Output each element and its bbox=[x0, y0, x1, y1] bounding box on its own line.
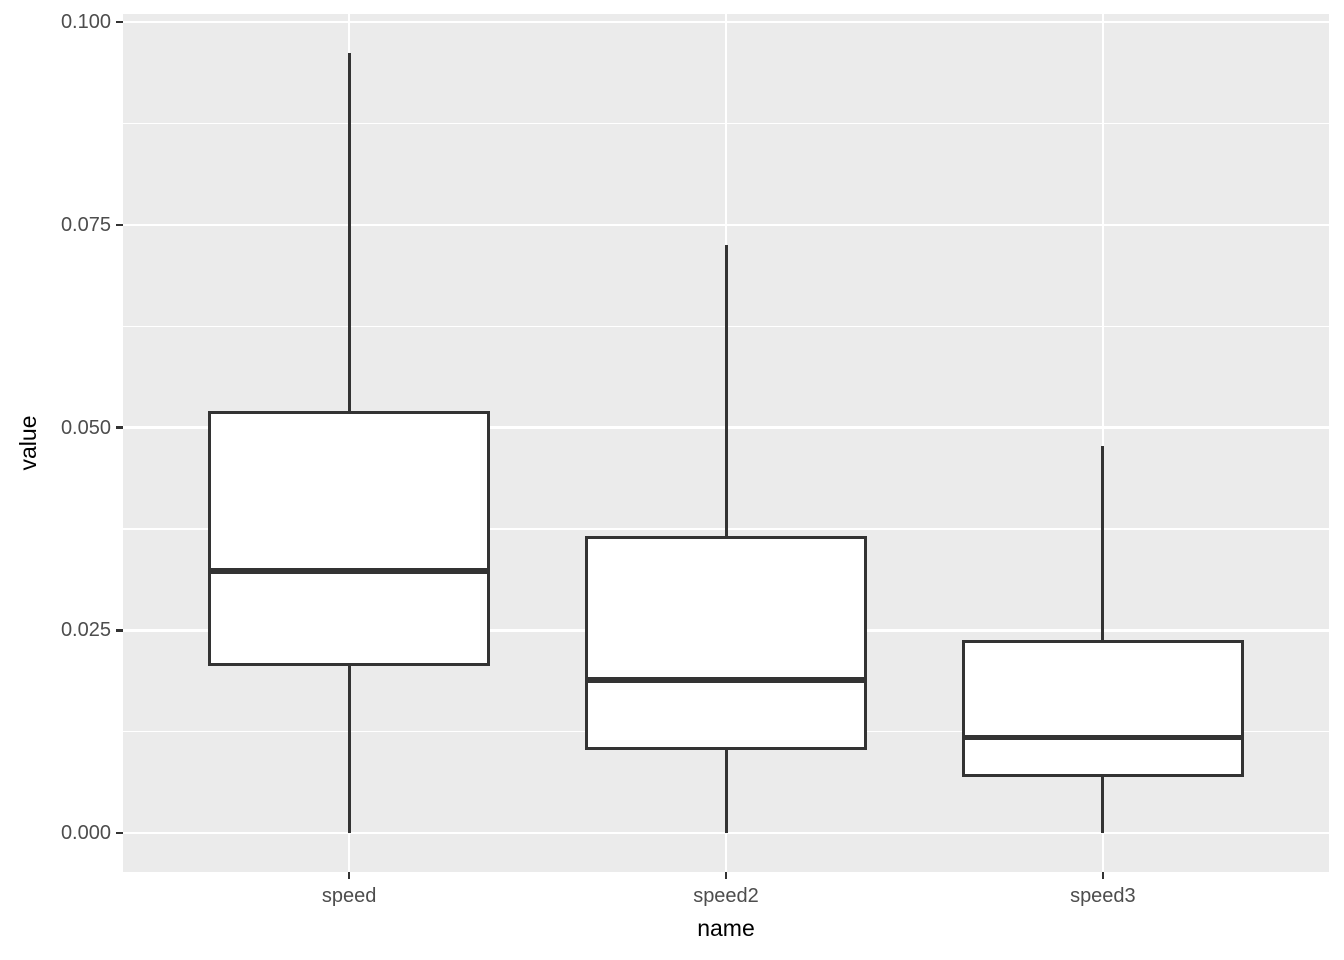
median-line bbox=[584, 677, 868, 683]
upper-whisker bbox=[1101, 446, 1105, 641]
y-tick-mark bbox=[116, 223, 123, 227]
x-tick-mark bbox=[724, 872, 728, 879]
x-tick-mark bbox=[1101, 872, 1105, 879]
lower-whisker bbox=[347, 666, 351, 834]
y-tick-mark bbox=[116, 20, 123, 24]
median-line bbox=[961, 734, 1245, 741]
y-tick-label: 0.100 bbox=[60, 11, 111, 34]
y-tick-mark bbox=[116, 426, 123, 429]
x-tick-label: speed3 bbox=[1070, 885, 1136, 907]
median-line bbox=[207, 568, 491, 574]
gridline-vertical-major bbox=[1101, 14, 1105, 872]
y-tick-label: 0.050 bbox=[60, 416, 111, 439]
y-tick-label: 0.075 bbox=[60, 213, 111, 236]
box-iqr bbox=[584, 536, 868, 751]
upper-whisker bbox=[724, 245, 728, 537]
y-tick-label: 0.000 bbox=[60, 822, 111, 845]
lower-whisker bbox=[1101, 777, 1105, 834]
upper-whisker bbox=[347, 52, 351, 412]
x-tick-mark bbox=[347, 872, 351, 879]
x-axis-title: name bbox=[697, 915, 755, 941]
x-tick-label: speed2 bbox=[693, 885, 759, 907]
y-tick-mark bbox=[116, 831, 123, 835]
box-iqr bbox=[961, 640, 1245, 778]
box-iqr bbox=[207, 411, 491, 666]
y-tick-label: 0.025 bbox=[60, 619, 111, 642]
lower-whisker bbox=[724, 750, 728, 834]
x-tick-label: speed bbox=[321, 885, 377, 907]
y-tick-mark bbox=[116, 629, 123, 632]
plot-panel bbox=[123, 14, 1329, 872]
y-axis-title: value bbox=[15, 415, 41, 471]
